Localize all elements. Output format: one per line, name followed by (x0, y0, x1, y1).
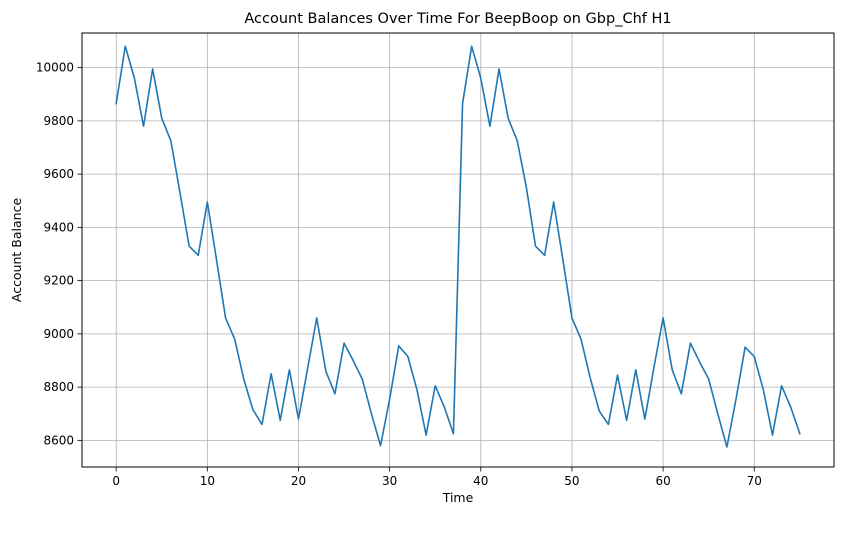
x-axis-label: Time (442, 490, 474, 505)
x-tick-label: 70 (747, 474, 762, 488)
series-line (115, 45, 801, 448)
y-tick-label: 9600 (43, 167, 74, 181)
x-tick-label: 10 (200, 474, 215, 488)
x-tick-label: 40 (473, 474, 488, 488)
y-tick-label: 8800 (43, 380, 74, 394)
x-axis-ticks: 0 10 20 30 40 50 60 70 (112, 467, 762, 488)
y-tick-label: 10000 (36, 61, 74, 75)
x-tick-label: 60 (655, 474, 670, 488)
y-axis-ticks: 8600 8800 9000 9200 9400 9600 9800 10000 (36, 61, 82, 447)
x-tick-label: 20 (291, 474, 306, 488)
x-tick-label: 30 (382, 474, 397, 488)
y-tick-label: 9800 (43, 114, 74, 128)
axes-frame (81, 32, 835, 468)
chart-title: Account Balances Over Time For BeepBoop … (244, 11, 671, 27)
y-tick-label: 9000 (43, 327, 74, 341)
x-tick-label: 0 (112, 474, 120, 488)
y-axis-label: Account Balance (9, 198, 24, 303)
y-tick-label: 9400 (43, 220, 74, 234)
x-tick-label: 50 (564, 474, 579, 488)
y-tick-label: 8600 (43, 433, 74, 447)
grid (82, 33, 834, 467)
y-tick-label: 9200 (43, 274, 74, 288)
series-layer (115, 45, 801, 448)
